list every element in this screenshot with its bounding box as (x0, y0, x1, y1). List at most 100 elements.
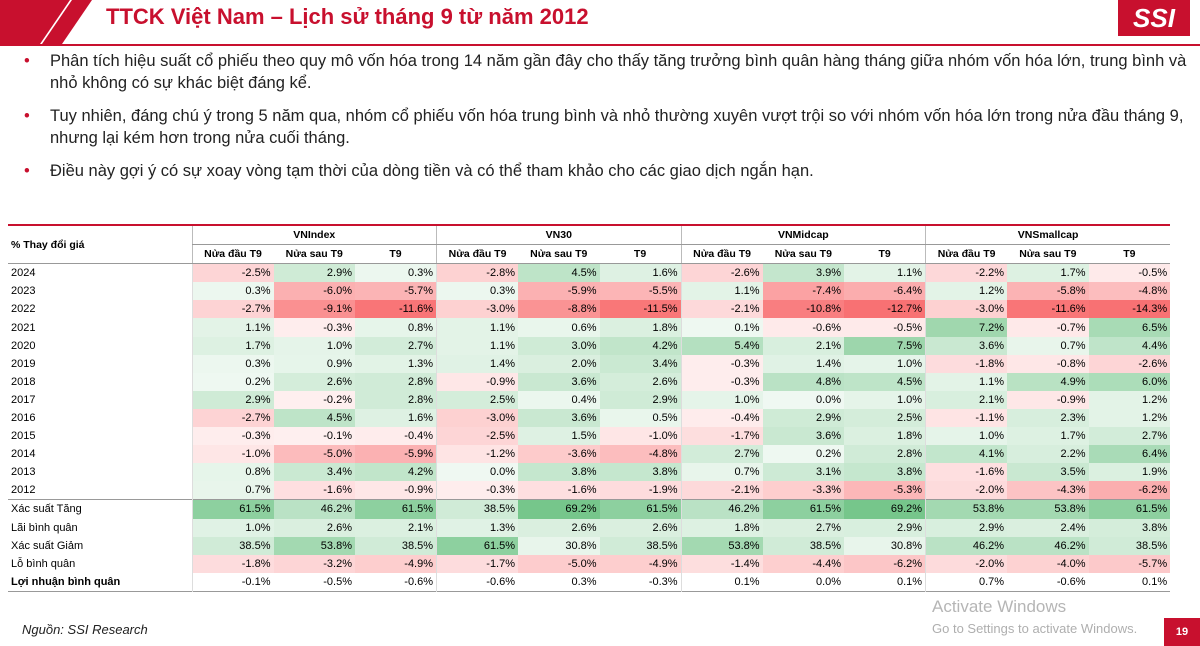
cell: -6.2% (1088, 481, 1171, 500)
row-label: Xác suất Tăng (11, 503, 82, 516)
watermark: Go to Settings to activate Windows. (932, 621, 1138, 636)
group-header: VNSmallcap (925, 225, 1171, 246)
cell: 2.9% (599, 390, 682, 409)
cell: 53.8% (273, 536, 355, 555)
cell: 61.5% (355, 499, 437, 519)
cell: 1.0% (191, 518, 274, 537)
cell: 1.1% (925, 372, 1008, 391)
cell: 1.0% (844, 390, 926, 409)
cell: -2.5% (436, 427, 519, 446)
cell: -6.0% (273, 282, 355, 301)
cell: 46.2% (1007, 536, 1089, 555)
row-label: 2023 (11, 285, 36, 298)
cell: 0.1% (680, 572, 763, 592)
bullet: Điều này gợi ý có sự xoay vòng tạm thời … (18, 160, 1188, 182)
cell: 61.5% (191, 499, 274, 519)
cell: -1.4% (680, 554, 763, 573)
cell: 61.5% (599, 499, 682, 519)
cell: 0.9% (273, 354, 355, 373)
cell: -5.5% (599, 282, 682, 301)
cell: -2.1% (680, 481, 763, 500)
table-row: 2019 0.3% 0.9% 1.3% 1.4% 2.0% 3.4% -0.3% 1.4% 1.0… (8, 354, 1171, 373)
cell: -4.3% (1007, 481, 1089, 500)
subheader: T9 (355, 244, 437, 265)
cell: 1.4% (762, 354, 845, 373)
cell: -0.4% (680, 408, 763, 428)
subheader-row: Nửa đầu T9 Nửa sau T9 T9 Nửa đầu T9 Nửa sau … (8, 244, 1171, 265)
cell: 3.1% (762, 463, 845, 482)
table-row: 2015 -0.3% -0.1% -0.4% -2.5% 1.5% -1.0% -1.7% 3.… (8, 427, 1171, 446)
row-label: 2019 (11, 357, 36, 370)
cell: -0.1% (191, 572, 274, 592)
cell: -0.7% (1007, 318, 1089, 337)
cell: 4.5% (844, 372, 926, 391)
table-row: 2014 -1.0% -5.0% -5.9% -1.2% -3.6% -4.8% 2.7% 0.… (8, 445, 1171, 464)
cell: -3.0% (925, 300, 1008, 319)
subheader: Nửa sau T9 (762, 244, 845, 265)
cell: 2.7% (1088, 427, 1171, 446)
table-row: Xác suất Tăng 61.5% 46.2% 61.5% 38.5% 69.2% 61… (8, 499, 1171, 519)
cell: 0.3% (355, 263, 437, 283)
cell: 46.2% (273, 499, 355, 519)
bullet: Tuy nhiên, đáng chú ý trong 5 năm qua, n… (18, 105, 1188, 149)
cell: -3.2% (273, 554, 355, 573)
cell: 1.6% (355, 408, 437, 428)
table-row: 2021 1.1% -0.3% 0.8% 1.1% 0.6% 1.8% 0.1% -0.6% -0… (8, 318, 1171, 337)
cell: 2.6% (518, 518, 600, 537)
cell: 2.5% (436, 390, 519, 409)
cell: 2.1% (355, 518, 437, 537)
cell: -3.0% (436, 408, 519, 428)
cell: 61.5% (436, 536, 519, 555)
cell: 3.8% (844, 463, 926, 482)
cell: 1.7% (191, 336, 274, 355)
cell: 3.6% (518, 408, 600, 428)
cell: -2.6% (1088, 354, 1171, 373)
logo: SSI (1118, 0, 1190, 36)
group-header: VNMidcap (680, 225, 926, 246)
header-line (0, 44, 1200, 46)
cell: 0.7% (1007, 336, 1089, 355)
cell: -0.4% (355, 427, 437, 446)
cell: -1.7% (436, 554, 519, 573)
cell: -3.6% (518, 445, 600, 464)
cell: -2.0% (925, 554, 1008, 573)
cell: 1.0% (273, 336, 355, 355)
cell: -5.9% (355, 445, 437, 464)
cell: -9.1% (273, 300, 355, 319)
subheader: Nửa đầu T9 (680, 244, 763, 265)
cell: 0.2% (762, 445, 845, 464)
cell: -5.0% (273, 445, 355, 464)
cell: -1.7% (680, 427, 763, 446)
cell: 1.3% (436, 518, 519, 537)
row-label: 2024 (11, 267, 36, 280)
cell: 2.1% (925, 390, 1008, 409)
cell: -3.3% (762, 481, 845, 500)
cell: 30.8% (844, 536, 926, 555)
table-row: 2023 0.3% -6.0% -5.7% 0.3% -5.9% -5.5% 1.1% -7.4… (8, 282, 1171, 301)
subheader: Nửa sau T9 (1007, 244, 1089, 265)
cell: 2.6% (599, 518, 682, 537)
cell: 0.1% (680, 318, 763, 337)
cell: -8.8% (518, 300, 600, 319)
watermark: Activate Windows (932, 597, 1067, 616)
table-row: 2022 -2.7% -9.1% -11.6% -3.0% -8.8% -11.5% -2.1… (8, 300, 1171, 319)
cell: 53.8% (925, 499, 1008, 519)
cell: 6.5% (1088, 318, 1171, 337)
cell: 7.5% (844, 336, 926, 355)
cell: 2.7% (762, 518, 845, 537)
cell: 38.5% (436, 499, 519, 519)
cell: -5.9% (518, 282, 600, 301)
cell: 4.2% (599, 336, 682, 355)
table-row: Lỗ bình quân -1.8% -3.2% -4.9% -1.7% -5.0% -4.… (8, 554, 1171, 573)
cell: -1.0% (191, 445, 274, 464)
cell: -4.0% (1007, 554, 1089, 573)
cell: 2.5% (844, 408, 926, 428)
cell: -11.6% (1007, 300, 1089, 319)
bullet-list: Phân tích hiệu suất cổ phiếu theo quy mô… (18, 50, 1188, 193)
cell: -0.6% (436, 572, 519, 592)
cell: 2.2% (1007, 445, 1089, 464)
cell: -10.8% (762, 300, 845, 319)
group-header: VNIndex (191, 225, 437, 246)
cell: 4.9% (1007, 372, 1089, 391)
